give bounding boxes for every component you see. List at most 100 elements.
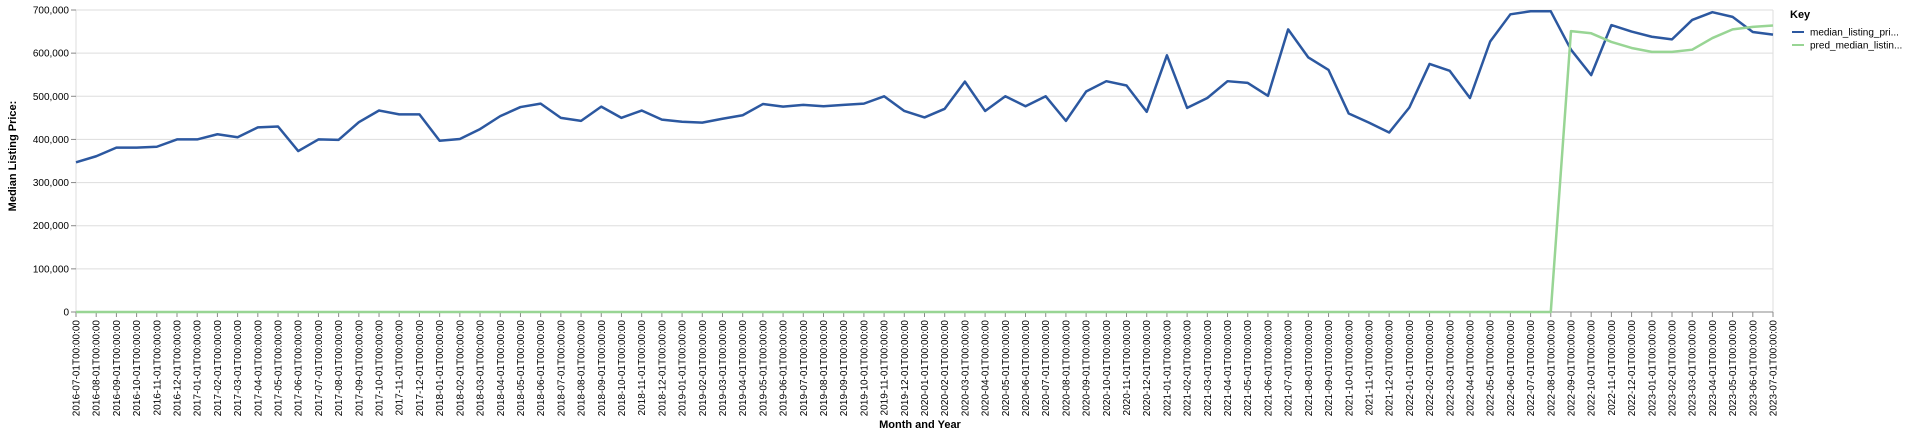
x-tick-label: 2018-02-01T00:00:00 xyxy=(455,320,466,417)
x-tick-label: 2019-05-01T00:00:00 xyxy=(758,320,769,417)
x-tick-label: 2021-04-01T00:00:00 xyxy=(1223,320,1234,417)
x-tick-label: 2019-08-01T00:00:00 xyxy=(819,320,830,417)
x-tick-label: 2018-09-01T00:00:00 xyxy=(597,320,608,417)
x-tick-label: 2021-11-01T00:00:00 xyxy=(1364,320,1375,416)
x-tick-label: 2023-03-01T00:00:00 xyxy=(1688,320,1699,417)
x-tick-label: 2021-07-01T00:00:00 xyxy=(1284,320,1295,417)
x-tick-label: 2023-01-01T00:00:00 xyxy=(1647,320,1658,417)
x-tick-label: 2017-10-01T00:00:00 xyxy=(375,320,386,417)
y-tick-label: 200,000 xyxy=(33,221,70,232)
x-tick-label: 2018-03-01T00:00:00 xyxy=(476,320,487,417)
x-tick-label: 2022-04-01T00:00:00 xyxy=(1465,320,1476,417)
x-tick-label: 2021-10-01T00:00:00 xyxy=(1344,320,1355,417)
y-tick-label: 600,000 xyxy=(33,49,70,60)
x-tick-label: 2022-01-01T00:00:00 xyxy=(1405,320,1416,417)
grid-lines xyxy=(75,9,1774,313)
x-tick-label: 2019-02-01T00:00:00 xyxy=(698,320,709,417)
x-tick-label: 2017-11-01T00:00:00 xyxy=(395,320,406,416)
x-tick-label: 2020-07-01T00:00:00 xyxy=(1041,320,1052,417)
y-tick-label: 700,000 xyxy=(33,6,70,17)
x-tick-label: 2019-09-01T00:00:00 xyxy=(839,320,850,417)
x-tick-label: 2021-09-01T00:00:00 xyxy=(1324,320,1335,417)
x-tick-label: 2017-05-01T00:00:00 xyxy=(274,320,285,417)
x-tick-label: 2016-09-01T00:00:00 xyxy=(112,320,123,417)
x-tick-label: 2018-05-01T00:00:00 xyxy=(516,320,527,417)
legend: Key median_listing_pri... pred_median_lis… xyxy=(1790,9,1902,52)
x-tick-label: 2021-12-01T00:00:00 xyxy=(1385,320,1396,417)
x-tick-label: 2022-07-01T00:00:00 xyxy=(1526,320,1537,417)
y-tick-label: 400,000 xyxy=(33,135,70,146)
x-tick-label: 2019-07-01T00:00:00 xyxy=(799,320,810,417)
series-line-2 xyxy=(76,24,1774,314)
legend-label: pred_median_listin... xyxy=(1810,41,1902,52)
x-tick-label: 2023-05-01T00:00:00 xyxy=(1728,320,1739,417)
x-tick-label: 2021-06-01T00:00:00 xyxy=(1263,320,1274,417)
x-tick-label: 2016-10-01T00:00:00 xyxy=(132,320,143,417)
x-tick-label: 2021-02-01T00:00:00 xyxy=(1183,320,1194,417)
y-axis-title: Median Listing Price: xyxy=(7,101,19,212)
x-tick-label: 2017-01-01T00:00:00 xyxy=(193,320,204,417)
x-tick-label: 2022-09-01T00:00:00 xyxy=(1566,320,1577,417)
x-tick-label: 2019-04-01T00:00:00 xyxy=(738,320,749,417)
x-tick-label: 2016-08-01T00:00:00 xyxy=(92,320,103,417)
x-axis: 2016-07-01T00:00:00 2016-08-01T00:00:00 20… xyxy=(72,312,1780,416)
x-tick-label: 2020-02-01T00:00:00 xyxy=(940,320,951,417)
x-tick-label: 2017-12-01T00:00:00 xyxy=(415,320,426,417)
x-tick-label: 2017-08-01T00:00:00 xyxy=(334,320,345,417)
x-tick-label: 2023-06-01T00:00:00 xyxy=(1748,320,1759,417)
x-tick-label: 2023-02-01T00:00:00 xyxy=(1667,320,1678,417)
y-tick-label: 300,000 xyxy=(33,178,70,189)
x-tick-label: 2019-01-01T00:00:00 xyxy=(678,320,689,417)
x-tick-label: 2021-05-01T00:00:00 xyxy=(1243,320,1254,417)
x-tick-label: 2020-03-01T00:00:00 xyxy=(960,320,971,417)
x-tick-label: 2018-10-01T00:00:00 xyxy=(617,320,628,417)
x-tick-label: 2020-05-01T00:00:00 xyxy=(1001,320,1012,417)
x-tick-label: 2016-11-01T00:00:00 xyxy=(152,320,163,416)
x-tick-label: 2019-03-01T00:00:00 xyxy=(718,320,729,417)
y-tick-label: 500,000 xyxy=(33,92,70,103)
x-tick-label: 2022-11-01T00:00:00 xyxy=(1607,320,1618,416)
x-tick-label: 2018-01-01T00:00:00 xyxy=(435,320,446,417)
x-tick-label: 2019-11-01T00:00:00 xyxy=(880,320,891,416)
x-tick-label: 2017-02-01T00:00:00 xyxy=(213,320,224,417)
x-tick-label: 2017-03-01T00:00:00 xyxy=(233,320,244,417)
x-tick-label: 2022-08-01T00:00:00 xyxy=(1546,320,1557,417)
x-tick-label: 2020-08-01T00:00:00 xyxy=(1061,320,1072,417)
y-axis: 0 100,000 200,000 300,000 400,000 500,000 600,… xyxy=(33,6,76,319)
x-tick-label: 2020-11-01T00:00:00 xyxy=(1122,320,1133,416)
x-tick-label: 2018-07-01T00:00:00 xyxy=(556,320,567,417)
x-tick-label: 2019-12-01T00:00:00 xyxy=(900,320,911,417)
x-tick-label: 2017-07-01T00:00:00 xyxy=(314,320,325,417)
x-tick-label: 2022-12-01T00:00:00 xyxy=(1627,320,1638,417)
x-tick-label: 2020-04-01T00:00:00 xyxy=(981,320,992,417)
x-tick-label: 2017-04-01T00:00:00 xyxy=(253,320,264,417)
x-tick-label: 2020-10-01T00:00:00 xyxy=(1102,320,1113,417)
legend-title: Key xyxy=(1790,9,1811,21)
x-tick-label: 2018-06-01T00:00:00 xyxy=(536,320,547,417)
x-axis-title: Month and Year xyxy=(879,419,961,431)
x-tick-label: 2020-12-01T00:00:00 xyxy=(1142,320,1153,417)
y-tick-label: 0 xyxy=(63,308,69,319)
x-tick-label: 2020-09-01T00:00:00 xyxy=(1082,320,1093,417)
x-tick-label: 2021-01-01T00:00:00 xyxy=(1162,320,1173,417)
series-lines xyxy=(75,10,1774,314)
x-tick-label: 2021-08-01T00:00:00 xyxy=(1304,320,1315,417)
x-tick-label: 2018-12-01T00:00:00 xyxy=(657,320,668,417)
x-tick-label: 2019-06-01T00:00:00 xyxy=(779,320,790,417)
x-tick-label: 2020-01-01T00:00:00 xyxy=(920,320,931,417)
x-tick-label: 2023-04-01T00:00:00 xyxy=(1708,320,1719,417)
x-tick-label: 2021-03-01T00:00:00 xyxy=(1203,320,1214,417)
x-tick-label: 2018-04-01T00:00:00 xyxy=(496,320,507,417)
x-tick-label: 2022-03-01T00:00:00 xyxy=(1445,320,1456,417)
x-tick-label: 2017-06-01T00:00:00 xyxy=(294,320,305,417)
x-tick-label: 2020-06-01T00:00:00 xyxy=(1021,320,1032,417)
x-tick-label: 2022-06-01T00:00:00 xyxy=(1506,320,1517,417)
x-tick-label: 2022-05-01T00:00:00 xyxy=(1486,320,1497,417)
x-tick-label: 2018-08-01T00:00:00 xyxy=(577,320,588,417)
series-line-1 xyxy=(75,10,1774,164)
x-tick-label: 2016-12-01T00:00:00 xyxy=(173,320,184,417)
x-tick-label: 2019-10-01T00:00:00 xyxy=(859,320,870,417)
legend-label: median_listing_pri... xyxy=(1810,28,1899,39)
